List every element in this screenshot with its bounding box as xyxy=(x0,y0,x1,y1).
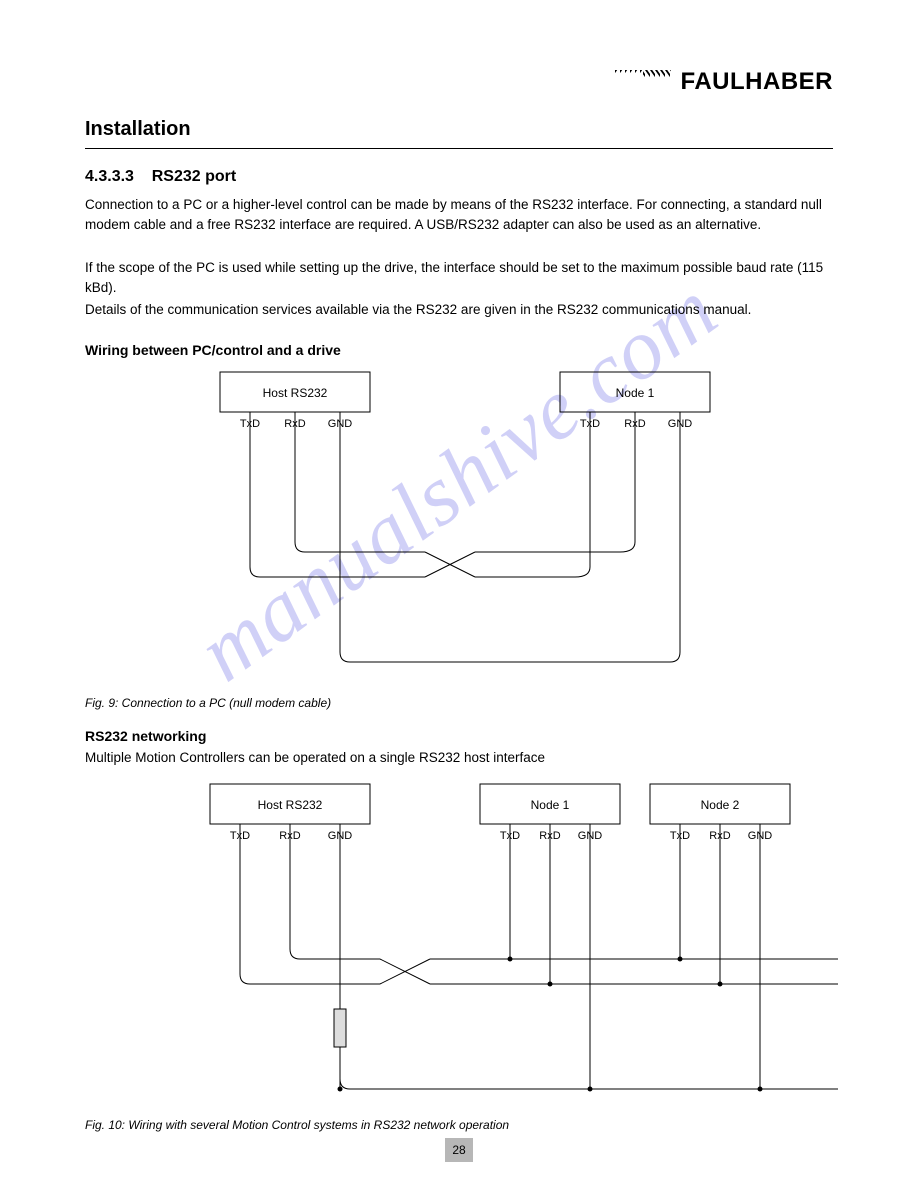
figure9-caption: Fig. 9: Connection to a PC (null modem c… xyxy=(85,696,331,710)
d1-host-label: Host RS232 xyxy=(263,386,328,400)
paragraph-2: If the scope of the PC is used while set… xyxy=(85,258,833,297)
brand-logo: FAULHABER xyxy=(615,68,834,96)
svg-text:Node 2: Node 2 xyxy=(701,798,740,812)
divider xyxy=(85,148,833,149)
logo-stripes-icon xyxy=(615,70,671,94)
subsection-heading: 4.3.3.3 RS232 port xyxy=(85,168,236,186)
svg-text:Host RS232: Host RS232 xyxy=(258,798,323,812)
diagram-rs232-network: Host RS232 Node 1 Node 2 TxD RxD GND TxD… xyxy=(190,774,838,1114)
brand-name: FAULHABER xyxy=(681,68,834,96)
paragraph-3: Details of the communication services av… xyxy=(85,300,833,320)
page-number-value: 28 xyxy=(452,1143,465,1157)
section-title: Installation xyxy=(85,118,191,141)
network-paragraph: Multiple Motion Controllers can be opera… xyxy=(85,748,833,768)
subsection-title: RS232 port xyxy=(152,168,236,185)
network-heading: RS232 networking xyxy=(85,728,206,744)
d1-node1-label: Node 1 xyxy=(616,386,655,400)
page-number: 28 xyxy=(445,1138,473,1162)
subsection-number: 4.3.3.3 xyxy=(85,168,134,185)
diagram1-title: Wiring between PC/control and a drive xyxy=(85,342,341,358)
figure10-caption: Fig. 10: Wiring with several Motion Cont… xyxy=(85,1118,509,1132)
diagram-null-modem: Host RS232 Node 1 TxD RxD GND TxD RxD GN… xyxy=(190,362,750,692)
svg-text:Node 1: Node 1 xyxy=(531,798,570,812)
paragraph-1: Connection to a PC or a higher-level con… xyxy=(85,195,833,234)
